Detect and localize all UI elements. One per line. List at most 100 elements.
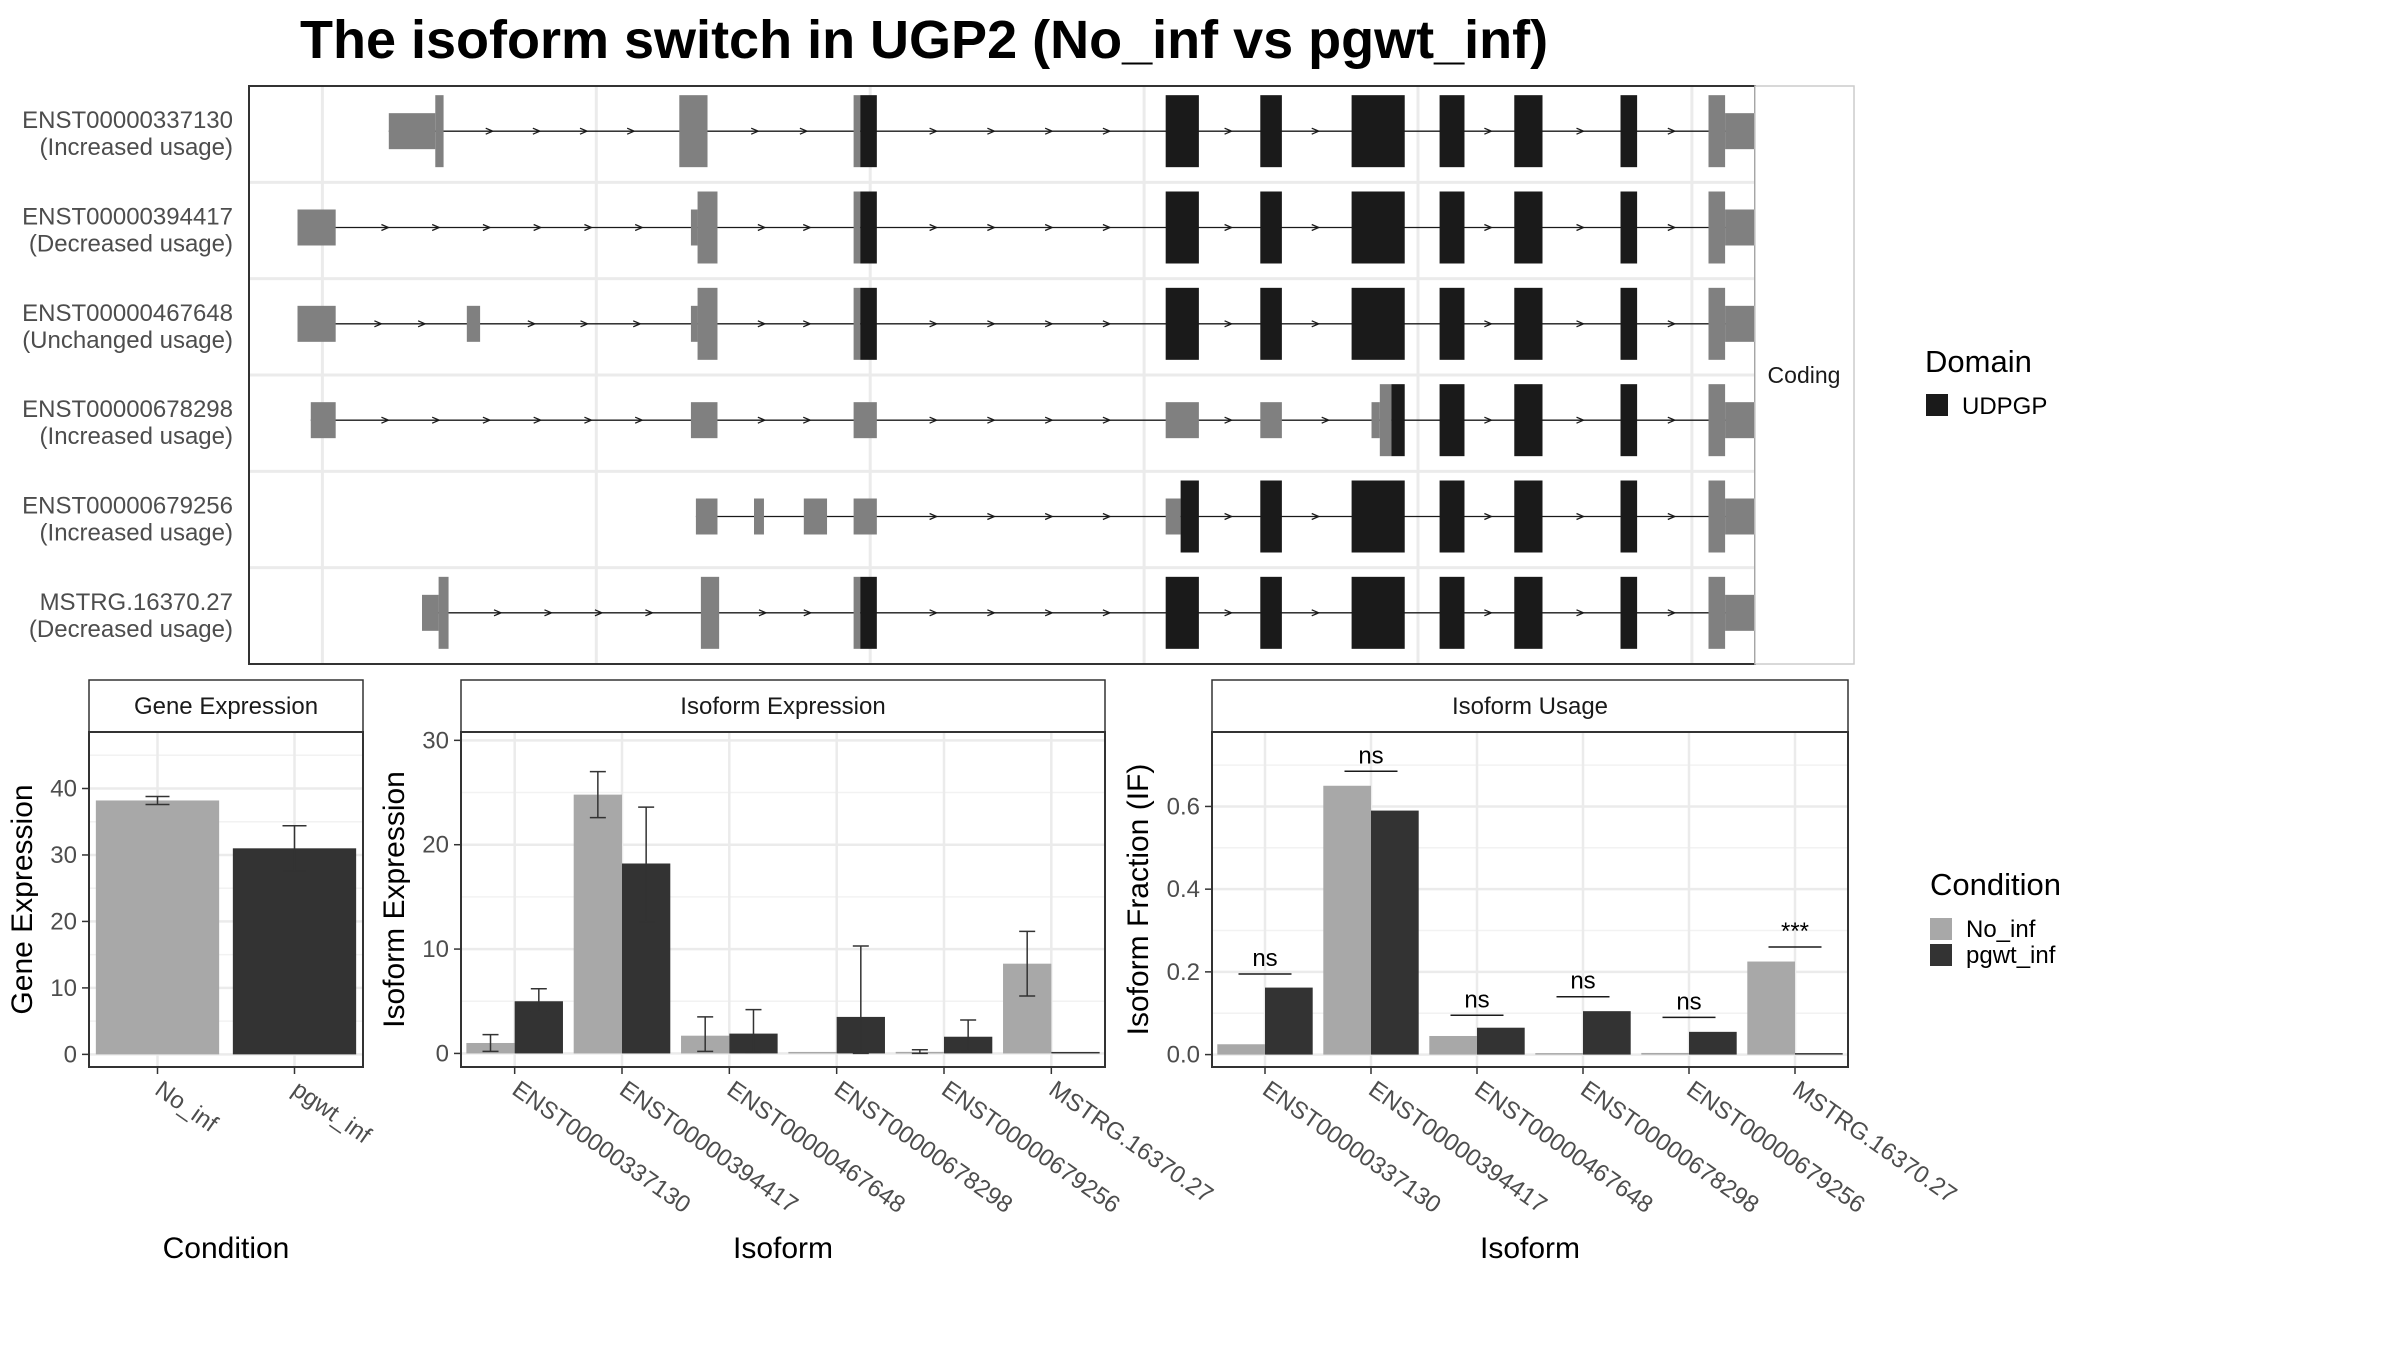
intron-arrow	[1224, 512, 1234, 521]
intron-arrow	[1576, 223, 1586, 232]
bar-no-inf-enst00000394417	[573, 794, 622, 1054]
intron-arrow	[645, 609, 655, 617]
y-tick-label: 0.0	[1167, 1042, 1200, 1069]
utr-exon	[1708, 480, 1726, 553]
bar-pgwt-inf-enst00000679256	[1689, 1031, 1737, 1055]
intron-arrow	[1311, 512, 1321, 521]
domain-exon	[1351, 95, 1405, 168]
intron-arrow	[1224, 609, 1234, 617]
intron-arrow	[533, 416, 543, 424]
significance-label: ns	[1464, 986, 1489, 1013]
panel-strip	[460, 679, 1106, 733]
transcript-track-enst00000337130	[388, 95, 1800, 168]
intron-arrow	[533, 223, 543, 232]
condition-legend-label-no-inf: No_inf	[1966, 916, 2036, 943]
domain-exon	[1514, 287, 1543, 360]
intron-arrow	[987, 609, 997, 617]
utr-exon	[1371, 402, 1380, 439]
domain-exon	[1439, 95, 1465, 168]
transcript-label-enst00000337130: ENST00000337130(Increased usage)	[22, 107, 233, 161]
domain-exon	[860, 287, 877, 360]
condition-legend-label-pgwt-inf: pgwt_inf	[1966, 942, 2056, 969]
transcript-track-enst00000467648	[297, 287, 1800, 360]
utr-exon	[438, 576, 449, 649]
significance-label: ns	[1570, 968, 1595, 995]
transcript-label-enst00000394417: ENST00000394417(Decreased usage)	[22, 204, 233, 258]
y-axis-title: Gene Expression	[6, 784, 39, 1014]
utr-exon	[297, 209, 336, 246]
transcript-usage: (Decreased usage)	[29, 231, 233, 258]
intron-arrow	[626, 127, 636, 135]
utr-exon	[422, 594, 439, 631]
bar-no-inf-enst00000678298	[1535, 1053, 1583, 1055]
utr-exon	[1165, 402, 1199, 439]
intron-arrow	[431, 223, 441, 232]
utr-exon	[1725, 209, 1759, 246]
intron-arrow	[374, 320, 384, 328]
domain-exon	[1514, 480, 1543, 553]
bar-no-inf-enst00000394417	[1323, 785, 1371, 1055]
domain-exon	[860, 191, 877, 264]
utr-exon	[1165, 498, 1181, 535]
intron-arrow	[929, 609, 939, 617]
domain-exon	[1620, 95, 1638, 168]
intron-arrow	[929, 127, 939, 135]
transcript-track-enst00000678298	[310, 384, 1800, 457]
domain-exon	[1165, 576, 1199, 649]
intron-arrow	[482, 416, 492, 424]
intron-arrow	[584, 416, 594, 424]
domain-exon	[1514, 384, 1543, 457]
y-tick-label: 10	[422, 936, 449, 963]
intron-arrow	[485, 127, 495, 135]
intron-arrow	[1044, 127, 1054, 135]
intron-arrow	[1484, 609, 1494, 617]
domain-exon	[1260, 95, 1282, 168]
bar-pgwt-inf	[232, 848, 357, 1055]
domain-exon	[1620, 576, 1638, 649]
transcript-label-enst00000678298: ENST00000678298(Increased usage)	[22, 396, 233, 450]
transcript-usage: (Increased usage)	[40, 134, 233, 161]
domain-legend: Domain UDPGP	[1925, 344, 2047, 420]
domain-exon	[1620, 480, 1638, 553]
utr-exon	[853, 191, 861, 264]
utr-exon	[1260, 402, 1282, 439]
strip-coding	[1754, 85, 1855, 665]
intron-arrow	[1311, 609, 1321, 617]
intron-arrow	[799, 127, 809, 135]
domain-exon	[1165, 191, 1199, 264]
domain-exon	[1165, 287, 1199, 360]
intron-arrow	[584, 223, 594, 232]
significance-label: ns	[1358, 742, 1383, 769]
domain-exon	[1260, 576, 1282, 649]
domain-exon	[860, 576, 877, 649]
transcript-track-mstrg-16370-27	[422, 576, 1800, 649]
intron-arrow	[532, 127, 542, 135]
domain-exon	[1514, 191, 1543, 264]
transcript-label-mstrg-16370-27: MSTRG.16370.27(Decreased usage)	[29, 589, 233, 643]
intron-arrow	[1311, 127, 1321, 135]
intron-arrow	[1044, 320, 1054, 328]
bar-pgwt-inf-mstrg-16370-27	[1795, 1053, 1843, 1055]
utr-exon	[690, 305, 698, 342]
intron-arrow	[1102, 512, 1112, 521]
domain-exon	[1439, 384, 1465, 457]
utr-exon	[1708, 384, 1726, 457]
intron-arrow	[1044, 223, 1054, 232]
transcript-label-enst00000467648: ENST00000467648(Unchanged usage)	[22, 300, 233, 354]
panel-background	[1212, 732, 1848, 1067]
intron-arrow	[1224, 416, 1234, 424]
y-tick-label: 0.6	[1167, 793, 1200, 820]
y-tick-label: 40	[50, 775, 77, 802]
domain-exon	[1620, 384, 1638, 457]
condition-legend: Condition No_inf pgwt_inf	[1930, 867, 2061, 969]
utr-exon	[388, 113, 436, 150]
intron-arrow	[1044, 512, 1054, 521]
intron-arrow	[802, 320, 812, 328]
panel-title: Isoform Usage	[1452, 693, 1608, 720]
utr-exon	[754, 498, 764, 535]
utr-exon	[297, 305, 336, 342]
error-bar	[960, 1019, 977, 1053]
utr-exon	[803, 498, 828, 535]
domain-exon	[1620, 191, 1638, 264]
utr-exon	[853, 95, 861, 168]
